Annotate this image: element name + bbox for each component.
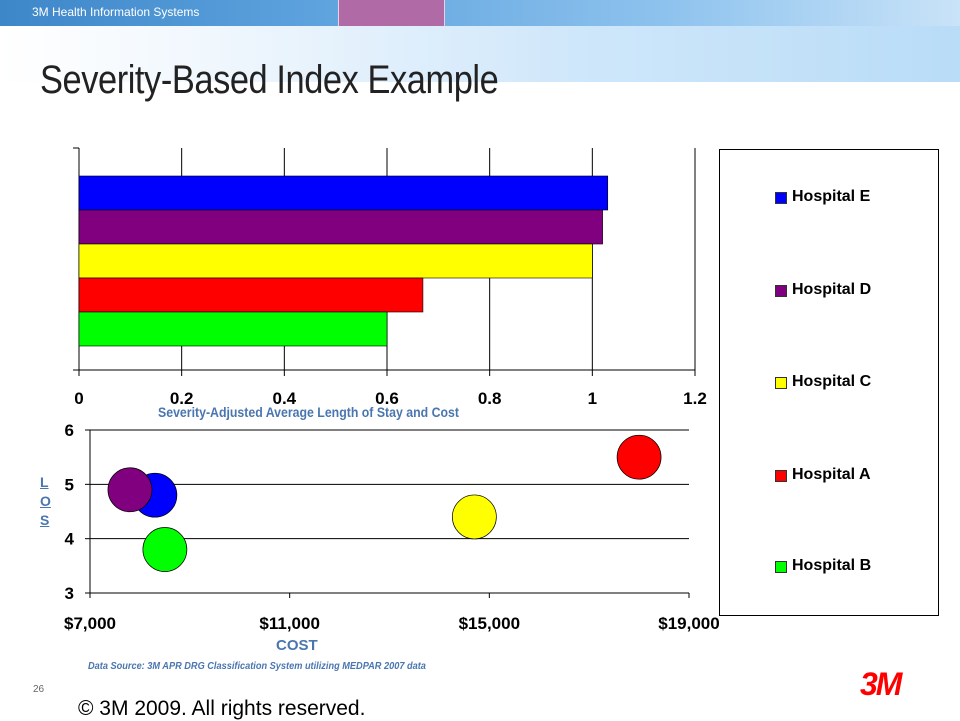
bubble-x-tick-label: $19,000: [658, 614, 719, 633]
data-source-note: Data Source: 3M APR DRG Classification S…: [88, 661, 426, 672]
bubble-hospital-d: [107, 467, 153, 513]
legend-label: Hospital A: [792, 466, 871, 483]
copyright-text: © 3M 2009. All rights reserved.: [78, 697, 366, 720]
bar-x-tick-label: 0.2: [170, 389, 194, 408]
bar-x-tick-label: 0.4: [273, 389, 297, 408]
legend-label: Hospital E: [792, 188, 871, 205]
legend-label: Hospital C: [792, 373, 872, 390]
bubble-x-tick-label: $15,000: [459, 614, 520, 633]
y-axis-label-letter: S: [40, 512, 50, 528]
page-number: 26: [33, 684, 45, 695]
bar-hospital-c: [78, 243, 593, 279]
bubble-y-tick-label: 4: [65, 530, 75, 549]
y-axis-label-letter: O: [40, 493, 51, 509]
header-strip-accent: [338, 0, 445, 26]
bubble-x-tick-label: $7,000: [64, 614, 116, 633]
bar-x-tick-label: 1.2: [683, 389, 707, 408]
bar-hospital-e: [78, 175, 609, 211]
y-axis-label-letter: L: [40, 474, 49, 490]
legend: [719, 149, 939, 616]
bar-x-tick-label: 1: [588, 389, 597, 408]
bubble-chart-title: Severity-Adjusted Average Length of Stay…: [158, 404, 459, 420]
bubble-x-tick-label: $11,000: [259, 614, 320, 633]
x-axis-label: COST: [276, 637, 318, 654]
bubble-hospital-c: [452, 494, 497, 540]
bubble-y-tick-label: 3: [65, 584, 74, 603]
3m-logo: 3M: [860, 666, 902, 702]
page-title: Severity-Based Index Example: [40, 58, 499, 102]
legend-swatch: [775, 470, 787, 482]
legend-swatch: [775, 561, 787, 573]
bar-hospital-b: [78, 311, 388, 347]
bar-x-tick-label: 0.8: [478, 389, 502, 408]
header-strip-segment: [444, 0, 960, 26]
legend-label: Hospital B: [792, 557, 872, 574]
bubble-hospital-a: [616, 434, 662, 480]
header-strip: [0, 0, 960, 26]
legend-label: Hospital D: [792, 281, 872, 298]
bubble-y-tick-label: 5: [65, 475, 74, 494]
brand-text: 3M Health Information Systems: [32, 5, 200, 19]
legend-swatch: [775, 377, 787, 389]
bar-x-tick-label: 0: [74, 389, 83, 408]
bar-hospital-a: [78, 277, 424, 313]
bubble-hospital-b: [142, 527, 188, 572]
legend-swatch: [775, 192, 787, 204]
bar-x-tick-label: 0.6: [375, 389, 399, 408]
bar-hospital-d: [78, 209, 603, 245]
bubble-y-tick-label: 6: [65, 421, 74, 440]
legend-swatch: [775, 285, 787, 297]
